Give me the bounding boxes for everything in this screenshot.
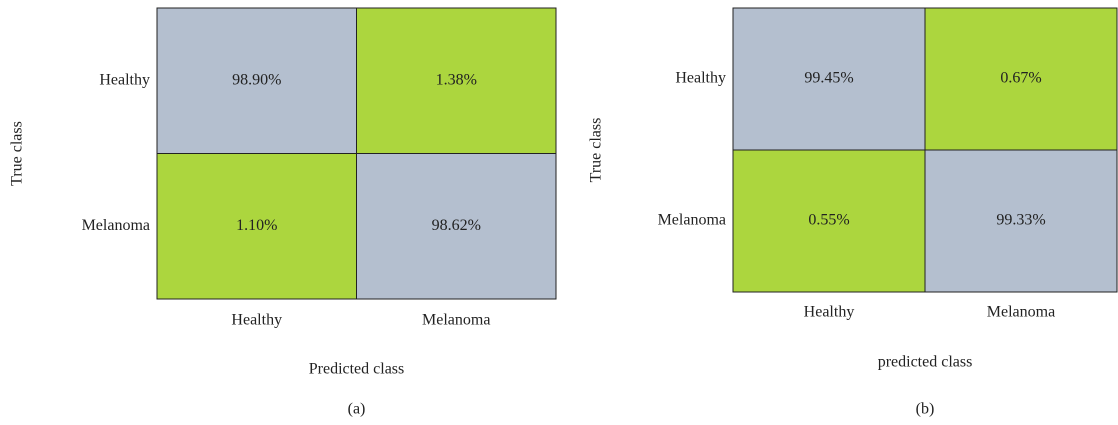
matrix-cell — [732, 7, 926, 151]
cell-label: 99.33% — [996, 212, 1045, 229]
y-tick-label: Healthy — [99, 71, 150, 88]
cell-label: 1.10% — [236, 217, 277, 234]
cell-label: 98.62% — [432, 217, 481, 234]
cell-label: 98.90% — [232, 71, 281, 88]
matrix-cell — [924, 7, 1118, 151]
matrix-cell — [156, 7, 357, 154]
matrix-cell — [356, 7, 557, 154]
matrix-cell — [924, 149, 1118, 293]
y-tick-label: Healthy — [675, 70, 726, 87]
cell-label: 0.55% — [808, 212, 849, 229]
caption: (a) — [348, 401, 366, 418]
x-tick-label: Melanoma — [987, 304, 1055, 321]
y-tick-label: Melanoma — [658, 212, 726, 229]
matrix-cell — [732, 149, 926, 293]
x-axis-label: predicted class — [878, 354, 973, 371]
y-axis-label: True class — [588, 118, 605, 183]
cell-label: 0.67% — [1000, 70, 1041, 87]
y-tick-label: Melanoma — [82, 217, 150, 234]
matrix-cell — [356, 153, 557, 300]
cell-label: 99.45% — [804, 70, 853, 87]
cell-label: 1.38% — [436, 71, 477, 88]
x-axis-label: Predicted class — [309, 361, 405, 378]
matrix-cell — [156, 153, 357, 300]
x-tick-label: Healthy — [231, 312, 282, 329]
x-tick-label: Healthy — [804, 304, 855, 321]
y-axis-label: True class — [9, 121, 26, 186]
x-tick-label: Melanoma — [422, 312, 490, 329]
caption: (b) — [916, 401, 935, 418]
